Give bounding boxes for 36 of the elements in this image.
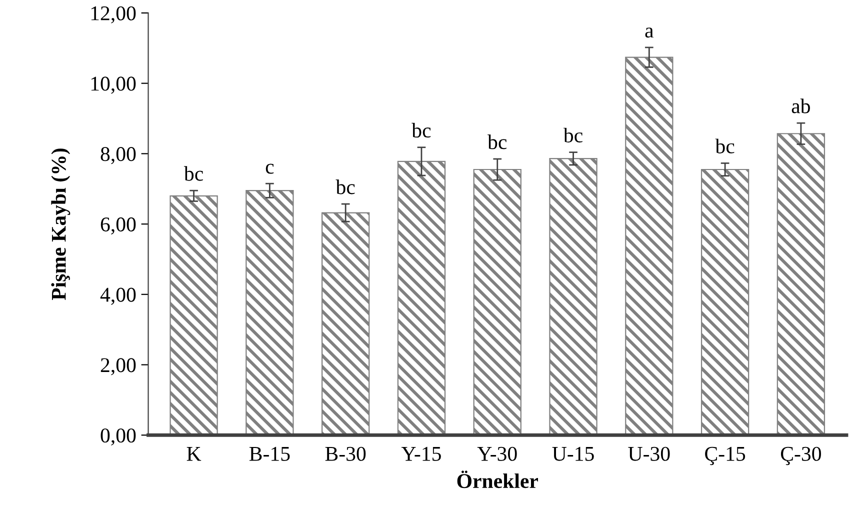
x-tick-label: Ç-15 [705,446,746,466]
annotation: bc [488,134,507,150]
annotation: bc [563,128,582,142]
y-tick-label: 10,00 [91,76,136,94]
bar [549,158,598,436]
bar [397,160,446,436]
bar [473,168,522,436]
x-tick-label: U-30 [628,446,670,461]
y-tick-label: 12,00 [91,6,136,24]
y-tick-label: 2,00 [100,358,136,376]
x-tick-label: K [186,447,202,461]
bar [625,56,674,436]
bar [776,133,826,436]
bar [246,190,294,436]
y-tick-label: 8,00 [100,147,136,164]
annotation: bc [184,166,203,181]
x-tick-label: U-15 [552,446,594,461]
bar [170,195,218,436]
x-tick-label: B-15 [249,446,290,461]
x-axis-title: Örnekler [457,470,538,488]
annotation: a [645,28,654,38]
x-tick-label: Y-30 [477,446,517,461]
x-tick-label: Ç-30 [780,446,821,466]
annotation: c [266,164,274,174]
bar [700,168,750,436]
annotation: ab [792,98,810,114]
x-tick-label: B-30 [325,446,366,461]
annotation: bc [412,122,431,138]
y-axis-title: Pişme Kaybı (%) [51,148,70,300]
annotation: bc [336,180,355,194]
bar [322,212,370,436]
y-tick-label: 6,00 [100,217,136,234]
y-tick-label: 0,00 [100,428,136,446]
x-tick-label: Y-15 [401,446,441,461]
annotation: bc [715,138,734,154]
y-tick-label: 4,00 [100,288,136,305]
